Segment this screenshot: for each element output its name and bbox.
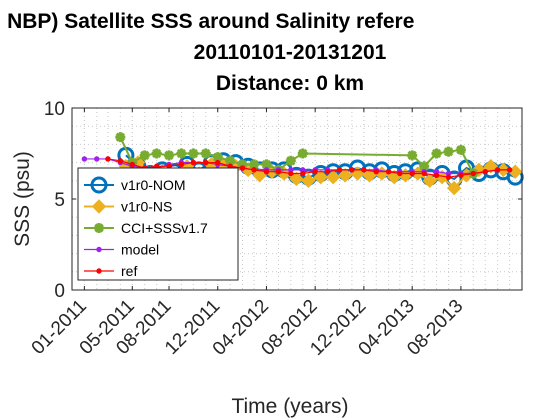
data-point	[190, 159, 197, 166]
legend-label: v1r0-NS	[121, 199, 172, 215]
data-point	[212, 152, 223, 163]
data-point	[249, 159, 260, 170]
legend-marker	[96, 268, 102, 274]
legend-label: v1r0-NOM	[121, 177, 186, 193]
data-point	[482, 169, 488, 175]
data-point	[215, 159, 221, 166]
data-point	[239, 165, 246, 171]
data-point	[494, 167, 501, 173]
data-point	[300, 170, 306, 177]
data-point	[312, 169, 318, 175]
data-point	[455, 144, 466, 155]
data-point	[433, 172, 440, 179]
data-point	[373, 169, 379, 175]
y-axis-label: SSS (psu)	[11, 151, 34, 247]
data-point	[176, 148, 187, 159]
data-point	[263, 169, 270, 175]
data-point	[506, 167, 513, 173]
series-ref	[105, 156, 513, 180]
data-point	[139, 150, 150, 161]
data-point	[261, 159, 272, 170]
chart-title-line-2: 20110101-20131201	[194, 41, 387, 64]
data-point	[129, 161, 135, 168]
legend-item: ref	[84, 263, 137, 279]
data-point	[188, 148, 199, 159]
data-point	[297, 148, 308, 159]
legend-marker	[94, 223, 104, 233]
data-point	[275, 169, 282, 175]
data-point	[151, 148, 162, 159]
y-tick-label: 0	[54, 281, 65, 302]
data-point	[288, 170, 294, 177]
data-point	[325, 169, 341, 185]
data-point	[252, 168, 267, 183]
legend-label: model	[121, 242, 159, 258]
data-point	[285, 155, 296, 166]
data-point	[385, 169, 392, 175]
data-point	[200, 148, 211, 159]
legend-item: model	[84, 242, 159, 258]
series-line	[119, 136, 475, 174]
data-point	[445, 174, 452, 180]
data-point	[349, 167, 355, 173]
data-point	[289, 171, 304, 187]
data-point	[446, 180, 462, 196]
legend-marker	[96, 246, 102, 253]
data-point	[324, 169, 331, 175]
data-point	[105, 156, 111, 162]
data-point	[362, 168, 377, 183]
y-tick-label: 5	[54, 190, 65, 211]
y-tick-label: 10	[44, 99, 65, 120]
data-point	[336, 167, 343, 173]
data-point	[397, 170, 403, 177]
data-point	[225, 155, 236, 166]
data-point	[115, 132, 126, 143]
legend-label: ref	[121, 263, 137, 279]
data-point	[483, 159, 499, 174]
data-point	[361, 167, 367, 173]
series-line	[107, 158, 510, 178]
legend-marker	[91, 199, 107, 214]
legend-label: CCI+SSSv1.7	[121, 220, 208, 236]
legend-item: v1r0-NS	[84, 199, 172, 215]
data-point	[117, 158, 124, 164]
data-point	[337, 168, 353, 183]
data-point	[203, 159, 209, 166]
data-point	[470, 170, 476, 177]
y-ticks: 0 5 10	[44, 99, 522, 302]
legend: v1r0-NOM v1r0-NS CCI+SSSv1.7 model ref	[77, 167, 239, 281]
data-point	[409, 170, 415, 177]
data-point	[251, 167, 257, 173]
data-point	[422, 173, 437, 189]
data-point	[458, 172, 464, 179]
data-point	[81, 156, 88, 162]
legend-item: v1r0-NOM	[84, 176, 186, 194]
x-axis-label: Time (years)	[231, 395, 348, 418]
data-point	[94, 156, 100, 162]
data-point	[164, 150, 175, 161]
data-point	[421, 170, 427, 177]
data-point	[419, 161, 430, 172]
chart-title-line-3: Distance: 0 km	[216, 72, 364, 95]
chart-title-line-1: on NBP) Satellite SSS around Salinity re…	[0, 10, 414, 33]
data-point	[301, 173, 316, 189]
data-point	[178, 161, 185, 168]
data-point	[443, 146, 454, 157]
legend-item: CCI+SSSv1.7	[84, 220, 208, 236]
legend-marker	[90, 176, 108, 194]
data-point	[431, 148, 442, 159]
data-point	[407, 150, 418, 161]
data-point	[237, 159, 248, 170]
data-point	[313, 169, 328, 185]
